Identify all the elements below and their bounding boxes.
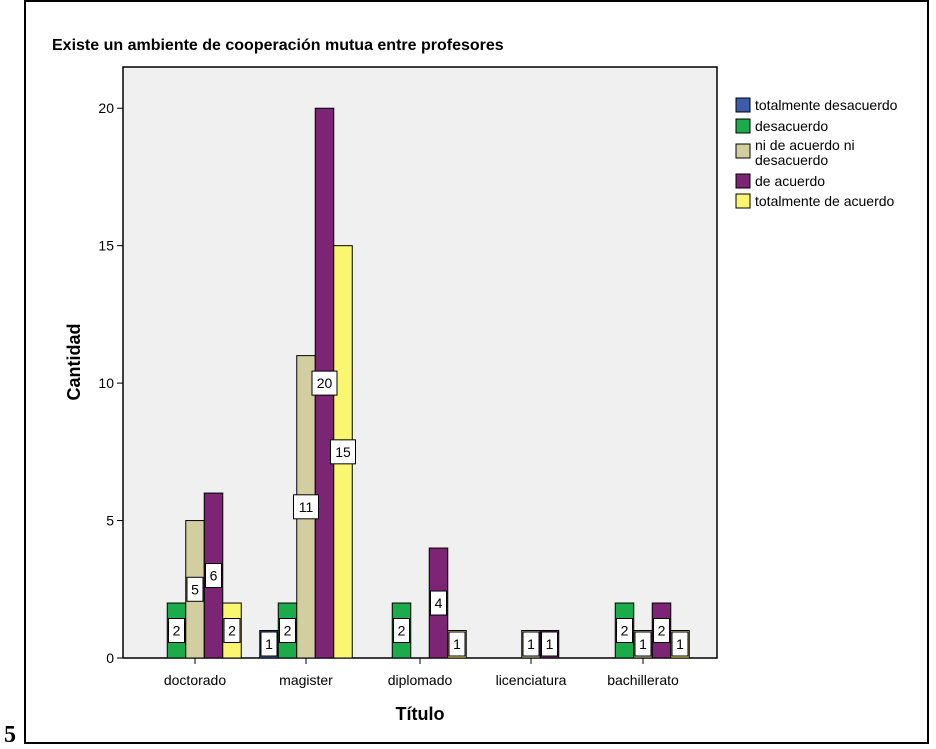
- legend-swatch: [735, 193, 751, 209]
- data-label-value: 1: [265, 636, 273, 652]
- y-tick-label: 10: [98, 375, 114, 391]
- data-label: 2: [393, 618, 410, 644]
- data-label-box: [448, 631, 466, 657]
- x-tick-label: bachillerato: [607, 672, 679, 688]
- data-label: 2: [168, 618, 185, 644]
- data-label: 5: [186, 576, 204, 602]
- legend-item: totalmente de acuerdo: [735, 193, 895, 209]
- data-label: 1: [522, 631, 540, 657]
- data-label-value: 1: [546, 636, 554, 652]
- legend-label: desacuerdo: [755, 118, 828, 134]
- y-tick-label: 5: [106, 513, 114, 529]
- data-label-value: 2: [284, 623, 292, 639]
- legend-swatch: [735, 118, 751, 134]
- data-label-box: [653, 618, 670, 644]
- y-axis-title: Cantidad: [64, 323, 84, 400]
- legend: totalmente desacuerdo desacuerdo ni de acu…: [735, 97, 898, 209]
- x-tick-label: doctorado: [164, 672, 226, 688]
- data-label-value: 20: [317, 375, 333, 391]
- chart-title: Existe un ambiente de cooperación mutua …: [52, 37, 504, 54]
- data-label: 2: [279, 618, 296, 644]
- x-axis-title: Título: [396, 704, 445, 724]
- data-label-value: 6: [210, 568, 218, 584]
- data-label: 1: [448, 631, 466, 657]
- y-axis: 0 5 10 15 20: [98, 100, 123, 666]
- y-tick-label: 15: [98, 238, 114, 254]
- data-label-value: 4: [435, 595, 443, 611]
- x-tick-label: licenciatura: [496, 672, 567, 688]
- legend-swatch: [735, 97, 751, 113]
- data-label-value: 1: [453, 636, 461, 652]
- x-axis: doctorado magister diplomado licenciatura ba…: [164, 658, 679, 688]
- data-label-value: 11: [299, 499, 314, 515]
- data-label-box: [393, 618, 410, 644]
- legend-label: totalmente desacuerdo: [755, 97, 898, 113]
- x-tick-label: diplomado: [388, 672, 453, 688]
- data-label: 6: [205, 563, 222, 589]
- data-label: 2: [616, 618, 633, 644]
- page-number: 5: [4, 722, 16, 748]
- data-label-value: 2: [621, 623, 629, 639]
- data-label-box: [541, 631, 558, 657]
- data-label: 20: [311, 370, 338, 396]
- data-label-box: [311, 370, 338, 396]
- data-label-box: [260, 631, 278, 657]
- legend-swatch: [735, 143, 751, 159]
- data-label: 2: [653, 618, 670, 644]
- legend-label: ni de acuerdo ni desacuerdo: [755, 137, 855, 168]
- data-label-box: [634, 631, 652, 657]
- legend-swatch: [735, 173, 751, 189]
- data-label: 11: [293, 494, 319, 520]
- y-tick-label: 0: [106, 650, 114, 666]
- data-label: 4: [430, 590, 447, 616]
- legend-item: totalmente desacuerdo: [735, 97, 898, 113]
- legend-item: ni de acuerdo ni desacuerdo: [735, 137, 855, 168]
- data-label-value: 1: [527, 636, 535, 652]
- data-label-box: [205, 563, 222, 589]
- data-label-box: [671, 631, 689, 657]
- data-label: 1: [260, 631, 278, 657]
- data-label-box: [522, 631, 540, 657]
- data-label: 1: [541, 631, 558, 657]
- legend-item: desacuerdo: [735, 118, 828, 134]
- data-label: 15: [330, 439, 356, 465]
- data-label: 2: [223, 618, 241, 644]
- data-label-box: [293, 494, 319, 520]
- legend-item: de acuerdo: [735, 173, 825, 189]
- legend-label: totalmente de acuerdo: [755, 193, 895, 209]
- data-label-value: 15: [335, 444, 351, 460]
- data-label-box: [616, 618, 633, 644]
- data-label-box: [330, 439, 356, 465]
- data-label-value: 2: [173, 623, 181, 639]
- data-label: 1: [671, 631, 689, 657]
- data-label-box: [168, 618, 185, 644]
- data-label-box: [279, 618, 296, 644]
- data-label-box: [186, 576, 204, 602]
- legend-label: de acuerdo: [755, 173, 825, 189]
- y-tick-label: 20: [98, 100, 114, 116]
- x-tick-label: magister: [279, 672, 333, 688]
- data-label-value: 5: [191, 581, 199, 597]
- data-label: 1: [634, 631, 652, 657]
- data-label-value: 2: [398, 623, 406, 639]
- data-label-box: [430, 590, 447, 616]
- data-label-value: 1: [676, 636, 684, 652]
- data-label-box: [223, 618, 241, 644]
- data-label-value: 1: [639, 636, 647, 652]
- data-label-value: 2: [228, 623, 236, 639]
- data-label-value: 2: [658, 623, 666, 639]
